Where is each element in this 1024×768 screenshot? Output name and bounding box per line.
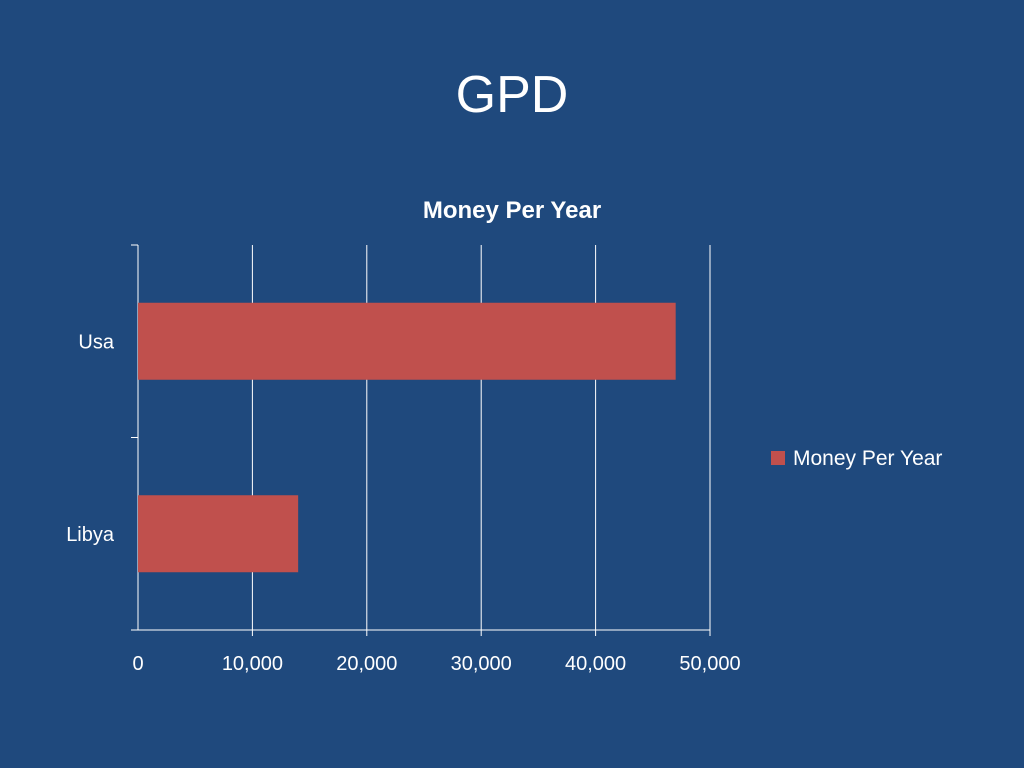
legend: Money Per Year xyxy=(771,447,942,470)
x-tick-label: 10,000 xyxy=(222,653,283,675)
bar-libya xyxy=(138,495,299,573)
slide-title: GPD xyxy=(455,66,569,124)
legend-swatch xyxy=(771,451,785,465)
x-tick-label: 20,000 xyxy=(336,653,397,675)
legend-label: Money Per Year xyxy=(793,447,942,470)
x-tick-label: 40,000 xyxy=(565,653,626,675)
x-tick-label: 30,000 xyxy=(451,653,512,675)
x-tick-label: 0 xyxy=(132,653,143,675)
x-tick-label: 50,000 xyxy=(679,653,740,675)
category-label: Usa xyxy=(78,331,114,353)
bar-usa xyxy=(138,302,676,380)
axis-labels: 0 10,000 20,000 30,000 40,000 50,000 Usa Libya xyxy=(66,331,740,675)
category-label: Libya xyxy=(66,524,115,546)
chart-title: Money Per Year xyxy=(423,197,601,224)
bars xyxy=(138,302,676,573)
